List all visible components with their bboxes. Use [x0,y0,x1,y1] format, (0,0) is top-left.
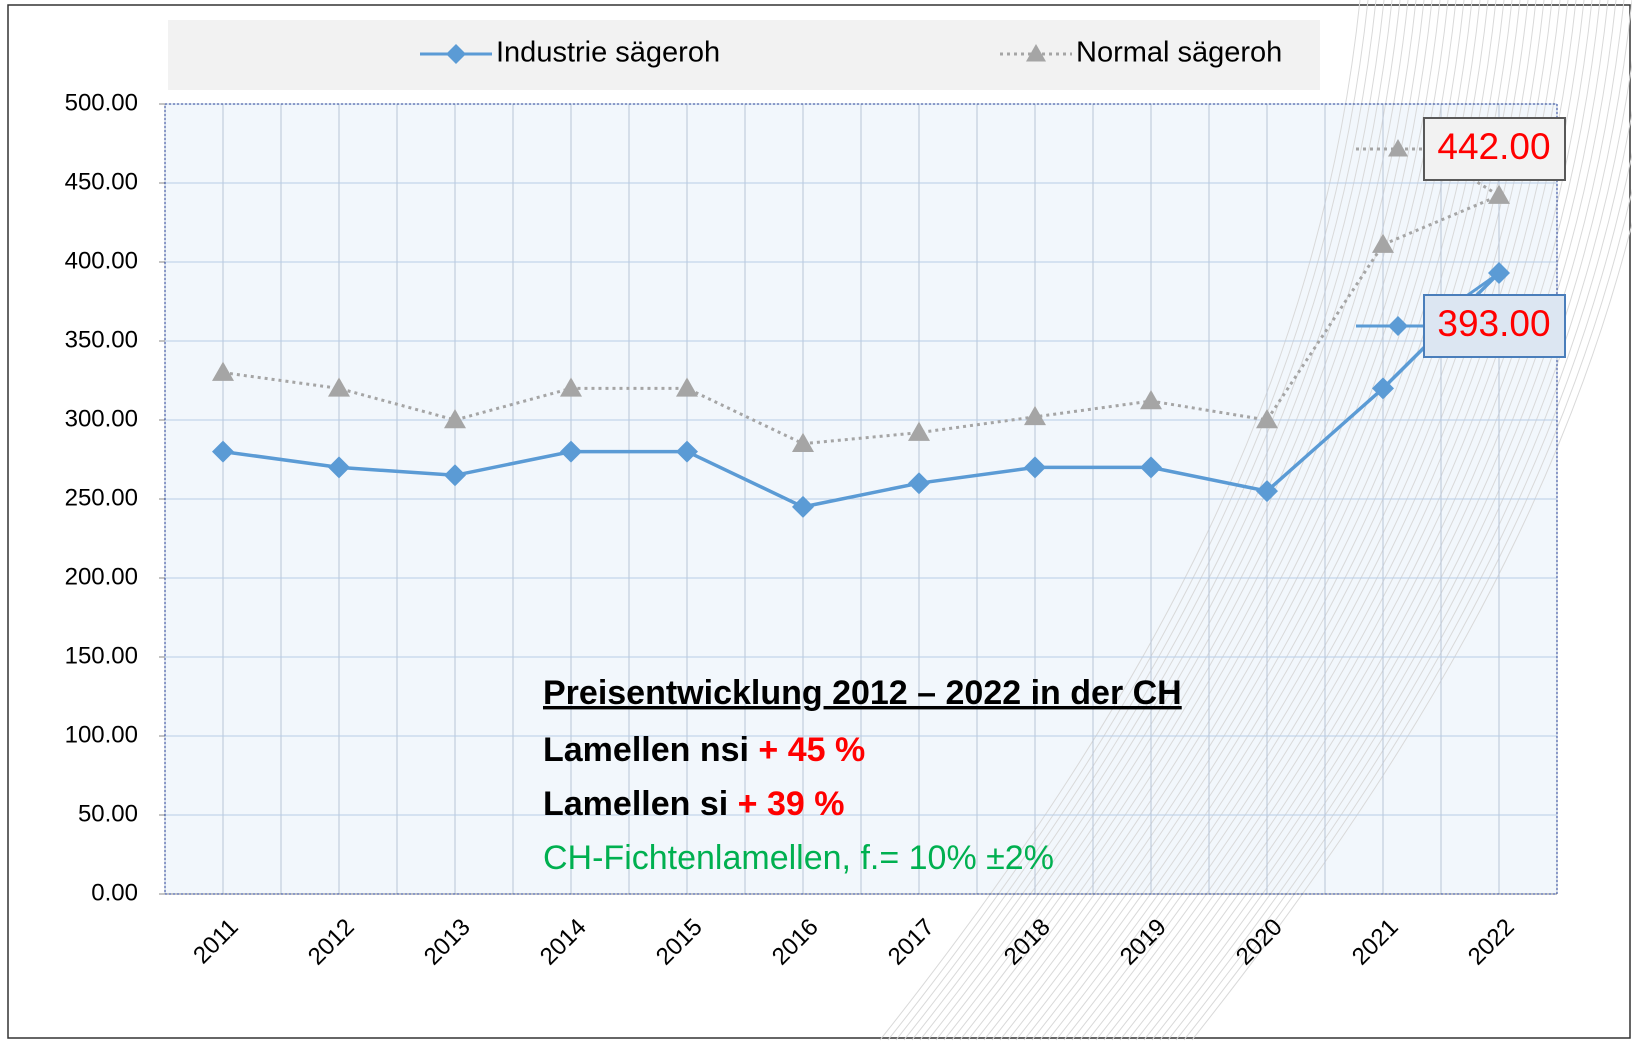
marker [1256,480,1278,503]
marker [444,464,466,487]
decor-line [1143,0,1625,1041]
marker [212,440,234,463]
data-label: 393.00 [1437,303,1550,344]
decor-line [887,0,1369,1041]
y-tick-label: 0.00 [91,879,138,906]
decor-line [1151,0,1632,1041]
decoration [879,0,1632,1041]
marker [560,440,582,463]
annotation: Lamellen nsi + 45 % [543,731,865,769]
marker [1140,456,1162,479]
decor-line [1135,0,1617,1041]
marker [792,495,814,518]
y-tick-label: 250.00 [65,484,138,511]
marker [444,409,466,429]
decor-line [911,0,1393,1041]
annotation-highlight: + 45 % [758,731,865,769]
annotation: Lamellen si + 39 % [543,785,844,823]
y-tick-label: 400.00 [65,247,138,274]
decor-line [1175,151,1632,1041]
decor-line [919,0,1401,1041]
plot-border [164,103,1558,895]
y-tick-label: 450.00 [65,168,138,195]
decor-line [1159,59,1632,1041]
marker [328,377,350,397]
decor-line [943,0,1425,1041]
marker [1388,316,1408,336]
decor-line [1191,221,1632,1041]
data-label: 442.00 [1437,126,1550,167]
decor-line [895,0,1377,1041]
decor-line [903,0,1385,1041]
annotation-highlight: + 39 % [738,785,845,823]
y-tick-label: 350.00 [65,326,138,353]
marker [560,377,582,397]
legend-box [168,20,1320,90]
marker [1024,405,1046,426]
y-tick-label: 500.00 [65,89,138,116]
y-tick-label: 150.00 [65,642,138,669]
marker [1024,456,1046,479]
marker [1372,233,1394,253]
marker [1256,409,1278,429]
marker [1388,139,1408,157]
legend-label: Normal sägeroh [1076,37,1282,69]
marker [1026,44,1046,62]
label-box [1423,294,1566,358]
decor-line [1167,109,1632,1041]
legend-label: Industrie sägeroh [496,37,720,69]
y-tick-label: 300.00 [65,405,138,432]
marker [1372,377,1394,400]
decor-line [1127,0,1609,1041]
marker [1140,390,1162,410]
marker [446,44,466,64]
marker [792,432,814,452]
marker [676,440,698,463]
decor-line [959,0,1441,1041]
marker [908,472,930,495]
annotation-text: Lamellen si [543,785,728,823]
marker [328,456,350,479]
annotation-text: Lamellen nsi [543,731,749,769]
series-line [222,271,1501,509]
y-tick-label: 100.00 [65,721,138,748]
y-tick-label: 200.00 [65,563,138,590]
decor-line [935,0,1417,1041]
decor-line [967,0,1449,1041]
label-box [1423,117,1566,181]
decor-line [879,0,1361,1041]
marker [676,377,698,397]
decor-line [927,0,1409,1041]
marker [212,361,234,381]
marker [1488,184,1510,204]
decor-line [1183,188,1632,1041]
marker [908,421,930,441]
y-tick-label: 50.00 [78,800,138,827]
annotation-note: CH-Fichtenlamellen, f.= 10% ±2% [543,839,1054,877]
decor-line [951,0,1433,1041]
series-line [222,194,1500,446]
annotation-title: Preisentwicklung 2012 – 2022 in der CH [543,674,1182,712]
decor-line [1119,0,1601,1041]
